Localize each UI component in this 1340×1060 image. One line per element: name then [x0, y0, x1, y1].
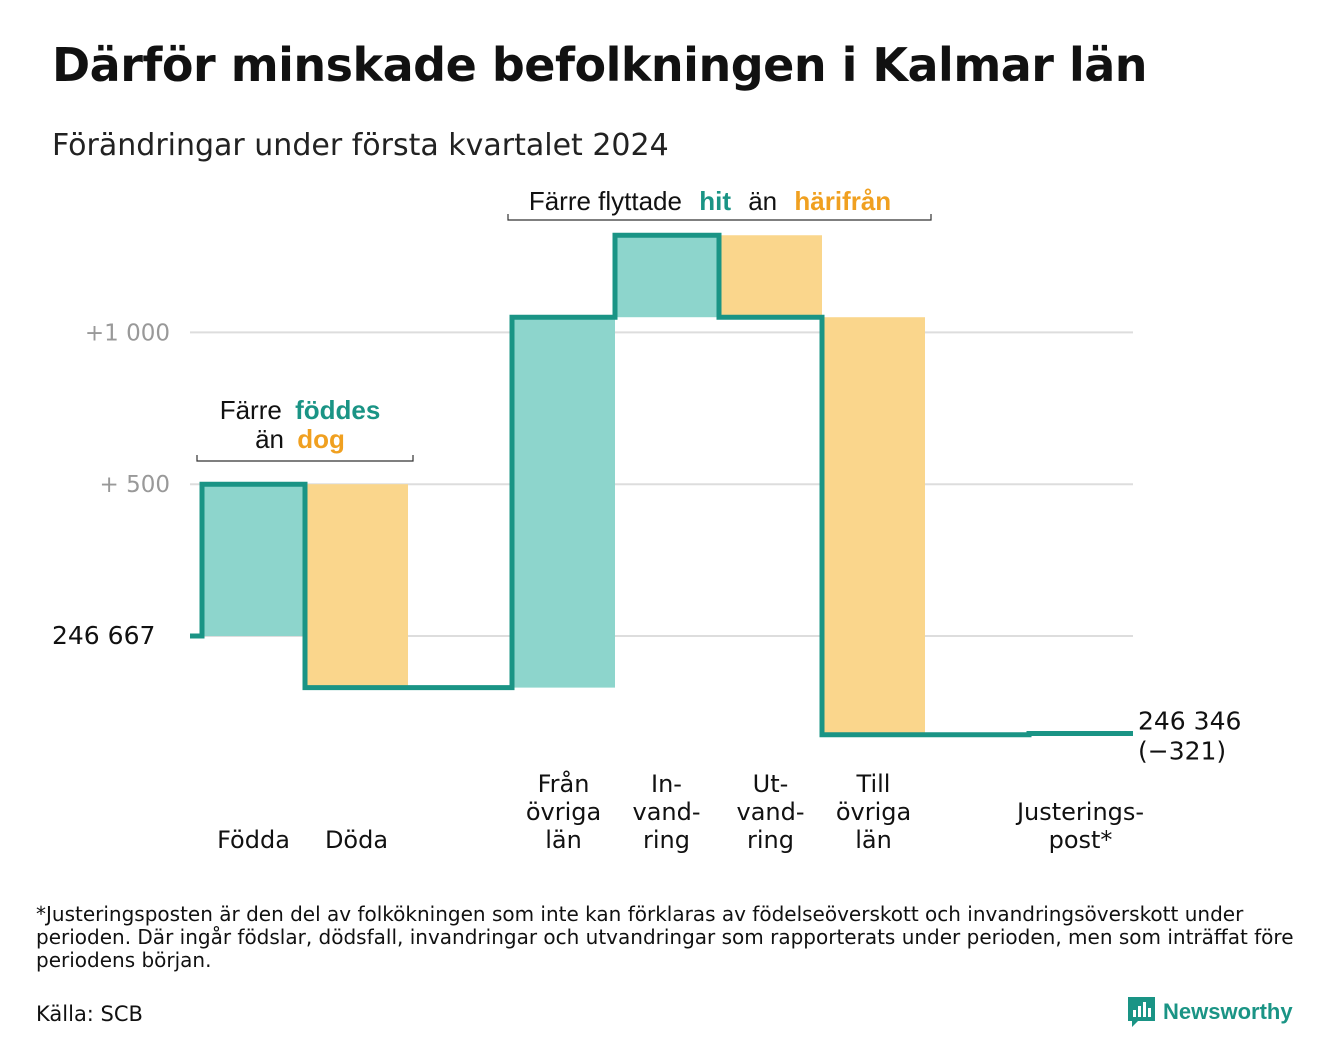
category-label: Ut-	[753, 770, 789, 798]
y-tick-label: + 500	[100, 472, 170, 498]
bar-invandring	[615, 235, 718, 318]
migration-annotation-highlight: hit	[699, 186, 731, 216]
chart-subtitle: Förändringar under första kvartalet 2024	[52, 128, 669, 163]
bar-utvandring	[719, 235, 822, 318]
births-annotation-highlight: föddes	[295, 395, 380, 425]
svg-text:än dog: än dog	[255, 424, 345, 454]
end-change-label: (−321)	[1138, 736, 1226, 765]
births-annotation-text: Färre	[220, 395, 282, 425]
migration-annotation: Färre flyttade hit än härifrån	[507, 186, 932, 221]
category-label: vand-	[632, 798, 700, 826]
chart-title: Därför minskade befolkningen i Kalmar lä…	[52, 38, 1148, 92]
bars	[202, 235, 925, 735]
category-label: vand-	[736, 798, 804, 826]
births-annotation: Färre föddes än dog	[196, 395, 414, 462]
source-label: Källa: SCB	[36, 1002, 143, 1026]
migration-annotation-text: än	[748, 186, 777, 216]
category-label: Födda	[217, 826, 290, 854]
bar-födda	[202, 484, 305, 636]
category-label: post*	[1049, 826, 1113, 854]
births-annotation-text: än	[255, 424, 284, 454]
brand-name: Newsworthy	[1163, 999, 1293, 1024]
migration-annotation-text: Färre flyttade	[529, 186, 682, 216]
bar-till-övriga-län	[822, 317, 925, 735]
start-value-label: 246 667	[52, 621, 155, 650]
category-label: ring	[643, 826, 690, 854]
cumulative-step-line	[190, 232, 1133, 738]
category-label: Döda	[325, 826, 388, 854]
category-label: län	[855, 826, 892, 854]
category-label: ring	[747, 826, 794, 854]
category-label: län	[545, 826, 582, 854]
migration-annotation-bracket	[507, 214, 932, 221]
bar-från-övriga-län	[512, 317, 615, 688]
newsworthy-logo-icon	[1128, 997, 1155, 1027]
bar-döda	[305, 484, 408, 688]
end-value-label: 246 346	[1138, 706, 1241, 735]
category-label: Till	[856, 770, 891, 798]
brand-logo: Newsworthy	[1128, 996, 1293, 1028]
svg-text:Färre flyttade hit: Färre flyttade hit än härifrån	[529, 186, 891, 216]
category-label: Justerings-	[1015, 798, 1144, 826]
migration-annotation-highlight: härifrån	[794, 186, 891, 216]
category-label: övriga	[526, 798, 601, 826]
svg-text:Färre föddes: Färre föddes	[220, 395, 381, 425]
births-annotation-highlight: dog	[297, 424, 345, 454]
footnote: *Justeringsposten är den del av folkökni…	[36, 902, 1294, 972]
category-label: Från	[538, 769, 590, 798]
category-label: övriga	[836, 798, 911, 826]
category-label: In-	[651, 770, 682, 798]
births-annotation-bracket	[196, 455, 414, 462]
y-tick-label: +1 000	[85, 320, 170, 346]
